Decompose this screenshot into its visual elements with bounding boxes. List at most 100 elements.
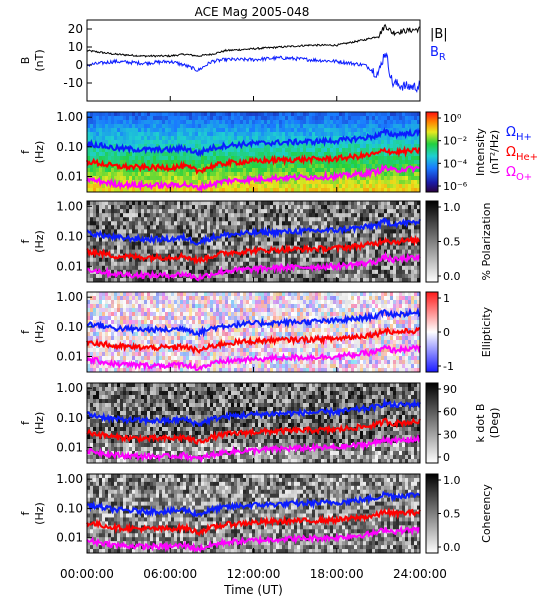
colorbar-tick-label: 1: [443, 292, 450, 305]
freq-ylabel: f: [19, 149, 32, 154]
xtick-label: 06:00:00: [143, 567, 197, 581]
spectrogram-panel-1: 1.00 0.10 0.01 f (Hz) 10⁰ 10⁻² 10⁻⁴ 10⁻⁶ Intensit…: [19, 110, 501, 194]
legend-omega-o-sub: O+: [516, 172, 532, 183]
freq-yunit: (Hz): [33, 412, 46, 435]
legend-omega-he-sub: He+: [516, 152, 538, 163]
he-plus-gyro-line: [86, 506, 421, 537]
b-ytick-label: -10: [63, 76, 83, 90]
freq-yunit: (Hz): [33, 230, 46, 253]
b-magnitude-line: [86, 23, 421, 58]
legend-omega-o-symbol: Ω: [506, 165, 516, 180]
freq-yunit: (Hz): [33, 502, 46, 525]
colorbar-tick-label: 0.5: [443, 236, 461, 249]
he-plus-gyro-line: [86, 417, 421, 445]
freq-ylabel: f: [19, 329, 32, 334]
colorbar-tick-label: 0: [443, 326, 450, 339]
freq-ytick-label: 1.00: [56, 381, 83, 395]
colorbar-tick-label: 0.0: [443, 541, 461, 554]
colorbar-label: Ellipticity: [480, 306, 493, 357]
xtick-label: 00:00:00: [60, 567, 114, 581]
b-ytick-label: 0: [75, 58, 83, 72]
freq-ytick-label: 0.10: [56, 501, 83, 515]
freq-ylabel: f: [19, 510, 32, 515]
xtick-label: 24:00:00: [393, 567, 447, 581]
legend-omega-he: ΩHe+: [506, 145, 538, 163]
legend-b-r: BR: [430, 45, 446, 63]
xtick-label: 18:00:00: [310, 567, 364, 581]
freq-yunit: (Hz): [33, 141, 46, 164]
colorbar-tick-label: 0.5: [443, 508, 461, 521]
b-ytick-label: 20: [68, 22, 83, 36]
colorbar-label: % Polarization: [480, 203, 493, 281]
colorbar-tick-label: 1.0: [443, 474, 461, 487]
legend-omega-he-symbol: Ω: [506, 145, 516, 160]
b-yunit: (nT): [33, 49, 46, 71]
freq-ytick-label: 0.01: [56, 441, 83, 455]
legend-omega-o: ΩO+: [506, 165, 532, 183]
freq-ylabel: f: [19, 420, 32, 425]
he-plus-gyro-line: [86, 326, 421, 355]
freq-ytick-label: 1.00: [56, 199, 83, 213]
b-ytick-label: 10: [68, 40, 83, 54]
colorbar-unit: (Deg): [488, 408, 501, 439]
freq-yunit: (Hz): [33, 321, 46, 344]
o-plus-gyro-line: [86, 525, 421, 553]
colorbar-label: k dot B: [474, 404, 487, 443]
freq-ytick-label: 0.01: [56, 170, 83, 184]
h-plus-gyro-line: [86, 397, 421, 428]
h-plus-gyro-line: [86, 127, 421, 158]
legend-omega-h-symbol: Ω: [506, 125, 516, 140]
he-plus-gyro-line: [86, 145, 421, 176]
o-plus-gyro-line: [86, 433, 421, 464]
freq-ytick-label: 1.00: [56, 110, 83, 124]
o-plus-gyro-line: [86, 251, 421, 282]
freq-ytick-label: 0.10: [56, 229, 83, 243]
freq-ytick-label: 1.00: [56, 472, 83, 486]
freq-ytick-label: 0.10: [56, 140, 83, 154]
colorbar-tick-label: 10⁻²: [443, 135, 467, 148]
b-ylabel: B: [19, 57, 32, 65]
spectrogram-panel-5: 1.00 0.10 0.01 f (Hz) 1.0 0.5 0.0 Coherency: [19, 472, 493, 554]
colorbar-1: [425, 111, 439, 193]
colorbar-unit: (nT²/Hz): [488, 130, 501, 174]
legend-omega-h-sub: H+: [516, 132, 532, 143]
spectrogram-panel-3: 1.00 0.10 0.01 f (Hz) 1 0 -1 Ellipticity: [19, 290, 493, 373]
colorbar-tick-label: 90: [443, 383, 457, 396]
freq-ytick-label: 0.10: [56, 411, 83, 425]
spectrogram-panel-2: 1.00 0.10 0.01 f (Hz) 1.0 0.5 0.0 % Polarization: [19, 199, 493, 283]
legend-b-r-sub: R: [439, 52, 446, 63]
freq-ytick-label: 0.10: [56, 320, 83, 334]
freq-ytick-label: 0.01: [56, 259, 83, 273]
h-plus-gyro-line: [86, 490, 421, 518]
b-r-line: [86, 52, 421, 93]
h-plus-gyro-line: [86, 306, 421, 338]
colorbar-tick-label: 1.0: [443, 201, 461, 214]
freq-ytick-label: 1.00: [56, 290, 83, 304]
colorbar-2: [425, 200, 439, 283]
colorbar-tick-label: 0.0: [443, 270, 461, 283]
colorbar-tick-label: -1: [443, 360, 454, 373]
colorbar-tick-label: 0: [443, 451, 450, 464]
freq-ytick-label: 0.01: [56, 350, 83, 364]
legend-omega-h: ΩH+: [506, 125, 532, 143]
freq-ytick-label: 0.01: [56, 531, 83, 545]
colorbar-label: Coherency: [480, 484, 493, 543]
colorbar-5: [425, 473, 439, 554]
freq-ylabel: f: [19, 238, 32, 243]
xtick-label: 12:00:00: [227, 567, 281, 581]
colorbar-4: [425, 382, 439, 464]
legend-b-mag: |B|: [430, 27, 448, 42]
o-plus-gyro-line: [86, 343, 421, 372]
he-plus-gyro-line: [86, 234, 421, 265]
o-plus-gyro-line: [86, 163, 421, 194]
h-plus-gyro-line: [86, 217, 421, 246]
colorbar-tick-label: 60: [443, 406, 457, 419]
colorbar-tick-label: 10⁻⁶: [443, 180, 468, 193]
colorbar-tick-label: 10⁻⁴: [443, 157, 468, 170]
chart-title: ACE Mag 2005-048: [195, 5, 310, 19]
colorbar-tick-label: 10⁰: [443, 112, 462, 125]
colorbar-label: Intensity: [474, 128, 487, 176]
colorbar-tick-label: 30: [443, 428, 457, 441]
colorbar-3: [425, 291, 439, 373]
